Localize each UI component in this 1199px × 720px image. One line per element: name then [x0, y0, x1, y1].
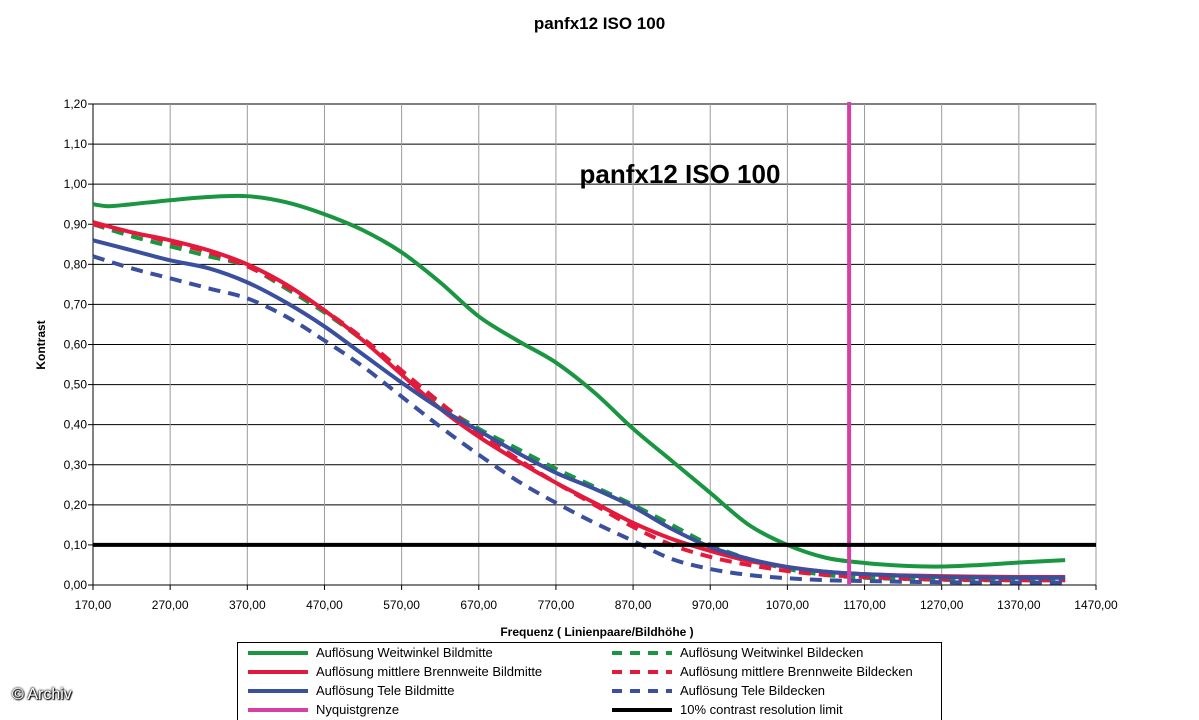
legend-swatch [248, 670, 308, 674]
x-tick-label: 1070,00 [766, 598, 810, 612]
series-line-aufl-sung-mittlere-brennweite-bildecken [92, 222, 1066, 583]
x-tick-label: 1370,00 [997, 598, 1041, 612]
y-tick-label: 1,00 [64, 177, 88, 191]
series-line-aufl-sung-weitwinkel-bildmitte [92, 193, 1066, 569]
x-tick-label: 1470,00 [1074, 598, 1118, 612]
legend-label: Auflösung mittlere Brennweite Bildmitte [316, 664, 543, 679]
legend-label: Auflösung Tele Bildecken [680, 683, 826, 698]
legend-swatch [612, 651, 672, 655]
chart-title: panfx12 ISO 100 [533, 14, 666, 33]
y-tick-label: 0,70 [64, 297, 88, 311]
y-tick-label: 0,10 [64, 538, 88, 552]
x-tick-label: 1170,00 [843, 598, 886, 612]
series-line-aufl-sung-tele-bildmitte [92, 238, 1066, 580]
y-tick-label: 0,90 [64, 217, 88, 231]
y-tick-label: 0,30 [64, 458, 88, 472]
x-tick-label: 670,00 [460, 598, 497, 612]
x-tick-label: 1270,00 [920, 598, 964, 612]
series-lines [92, 193, 1066, 585]
y-tick-label: 1,20 [64, 97, 88, 111]
chart-legend: Auflösung Weitwinkel Bildmitte Auflösung … [237, 642, 942, 720]
y-tick-label: 0,60 [64, 338, 88, 352]
x-tick-label: 570,00 [383, 598, 420, 612]
x-tick-labels: 170,00 270,00 370,00 470,00 570,00 670,00 770,… [75, 598, 1118, 612]
legend-swatch [248, 689, 308, 693]
y-tick-label: 0,00 [64, 578, 88, 592]
chart-plot: 0,00 0,10 0,20 0,30 0,40 0,50 0,60 0,70 0,80 0,90… [34, 97, 1118, 639]
chart-annotation: panfx12 ISO 100 [580, 159, 781, 189]
watermark: © Archiv [12, 686, 72, 703]
x-tick-label: 770,00 [538, 598, 575, 612]
y-tick-label: 0,20 [64, 498, 88, 512]
legend-swatch [248, 651, 308, 655]
legend-swatch [612, 689, 672, 693]
x-axis-label: Frequenz ( Linienpaare/Bildhöhe ) [500, 625, 693, 639]
legend-swatch [248, 708, 308, 712]
series-line-aufl-sung-tele-bildecken [92, 254, 1066, 585]
legend-label: Nyquistgrenze [316, 702, 400, 717]
x-tick-label: 370,00 [229, 598, 266, 612]
y-axis-label: Kontrast [34, 320, 48, 369]
legend-label: Auflösung Weitwinkel Bildecken [680, 645, 864, 660]
y-tick-label: 1,10 [64, 137, 88, 151]
y-tick-label: 0,80 [64, 257, 88, 271]
x-tick-label: 270,00 [152, 598, 189, 612]
legend-label: Auflösung Weitwinkel Bildmitte [316, 645, 493, 660]
legend-swatch [612, 670, 672, 674]
legend-label: 10% contrast resolution limit [680, 702, 843, 717]
x-tick-label: 470,00 [306, 598, 343, 612]
reference-lines [93, 102, 1096, 585]
x-tick-label: 870,00 [615, 598, 652, 612]
gridlines [92, 103, 1097, 586]
legend-swatch [612, 708, 672, 712]
y-tick-label: 0,40 [64, 418, 88, 432]
y-tick-labels: 0,00 0,10 0,20 0,30 0,40 0,50 0,60 0,70 0,80 0,90… [64, 97, 88, 592]
legend-label: Auflösung mittlere Brennweite Bildecken [680, 664, 913, 679]
legend-label: Auflösung Tele Bildmitte [316, 683, 455, 698]
x-tick-label: 170,00 [75, 598, 112, 612]
y-tick-label: 0,50 [64, 378, 88, 392]
axes [88, 103, 1097, 590]
x-tick-label: 970,00 [692, 598, 729, 612]
